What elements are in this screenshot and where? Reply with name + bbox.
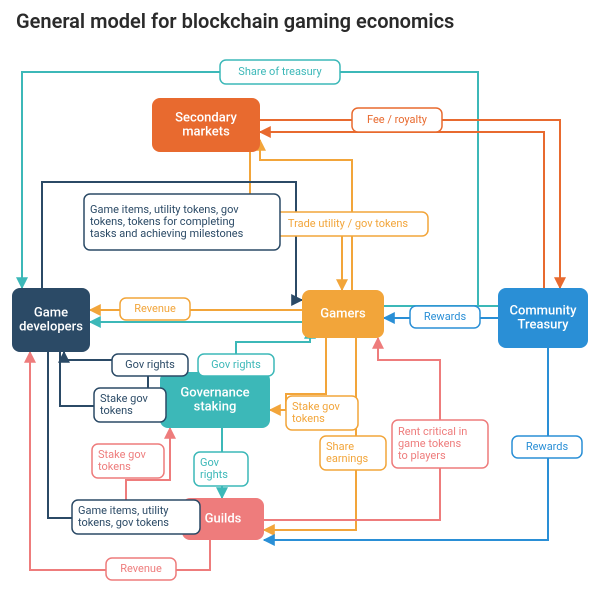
edge-label-text-fee_royalty: Fee / royalty [367, 113, 428, 126]
node-label-gamers: Gamers [320, 306, 366, 321]
edge-label-text-share_earn: earnings [326, 452, 369, 465]
node-game_devs: Gamedevelopers [12, 288, 90, 352]
edge-e_fee_royalty2 [260, 132, 544, 288]
edge-label-text-gov_rights3: rights [200, 468, 228, 481]
edge-label-share_treasury: Share of treasury [220, 60, 340, 84]
edge-label-text-revenue2: Revenue [120, 562, 162, 575]
node-treasury: CommunityTreasury [498, 288, 588, 348]
node-governance: Governancestaking [160, 372, 270, 428]
edge-label-text-trade_tokens: Trade utility / gov tokens [288, 217, 408, 230]
diagram-title: General model for blockchain gaming econ… [16, 9, 454, 33]
node-label-guilds: Guilds [205, 511, 242, 526]
edge-label-game_items_big: Game items, utility tokens, govtokens, t… [84, 194, 280, 250]
edge-label-gov_rights2: Gov rights [198, 354, 274, 376]
edge-label-rent_crit: Rent critical ingame tokensto players [392, 420, 488, 468]
edge-label-rewards2: Rewards [512, 436, 582, 458]
edge-label-text-rewards1: Rewards [424, 310, 467, 323]
node-label-treasury: Community [510, 303, 578, 318]
node-label-governance: staking [194, 399, 237, 414]
edge-label-text-gov_rights1: Gov rights [125, 358, 175, 371]
edge-label-text-game_items_big: tasks and achieving milestones [90, 227, 244, 240]
edge-label-share_earn: Shareearnings [320, 436, 386, 470]
edge-label-text-share_treasury: Share of treasury [238, 65, 322, 78]
edge-label-text-stake_gov3: tokens [98, 460, 131, 473]
edge-e_fee_royalty1 [260, 120, 560, 288]
edge-label-stake_gov3: Stake govtokens [92, 444, 164, 478]
edge-label-stake_gov2: Stake govtokens [286, 396, 358, 430]
edge-label-text-rewards2: Rewards [526, 440, 569, 453]
node-label-secondary: Secondary [175, 110, 237, 125]
edge-label-game_items2: Game items, utilitytokens, gov tokens [72, 500, 200, 534]
edge-label-rewards1: Rewards [410, 306, 480, 328]
edge-label-text-revenue1: Revenue [134, 302, 176, 315]
node-gamers: Gamers [302, 290, 384, 338]
edge-label-trade_tokens: Trade utility / gov tokens [268, 212, 428, 236]
edge-label-text-stake_gov1: tokens [100, 404, 133, 417]
edge-label-text-stake_gov2: tokens [292, 412, 325, 425]
edge-label-text-game_items2: tokens, gov tokens [78, 516, 169, 529]
edge-label-text-rent_crit: to players [398, 449, 446, 462]
edge-label-text-gov_rights2: Gov rights [211, 358, 261, 371]
edge-label-revenue1: Revenue [120, 298, 190, 320]
edge-label-fee_royalty: Fee / royalty [352, 108, 442, 132]
edge-e_share_earn [264, 338, 356, 530]
node-secondary: Secondarymarkets [152, 98, 260, 152]
node-label-game_devs: Game [34, 305, 68, 320]
node-label-governance: Governance [180, 385, 249, 400]
edge-label-revenue2: Revenue [106, 558, 176, 580]
node-label-game_devs: developers [19, 319, 83, 334]
edge-label-gov_rights3: Govrights [194, 452, 248, 486]
node-label-secondary: markets [182, 124, 230, 139]
edge-label-gov_rights1: Gov rights [112, 354, 188, 376]
node-label-treasury: Treasury [518, 317, 570, 332]
edge-label-stake_gov1: Stake govtokens [94, 388, 166, 422]
diagram-canvas: General model for blockchain gaming econ… [0, 0, 600, 594]
